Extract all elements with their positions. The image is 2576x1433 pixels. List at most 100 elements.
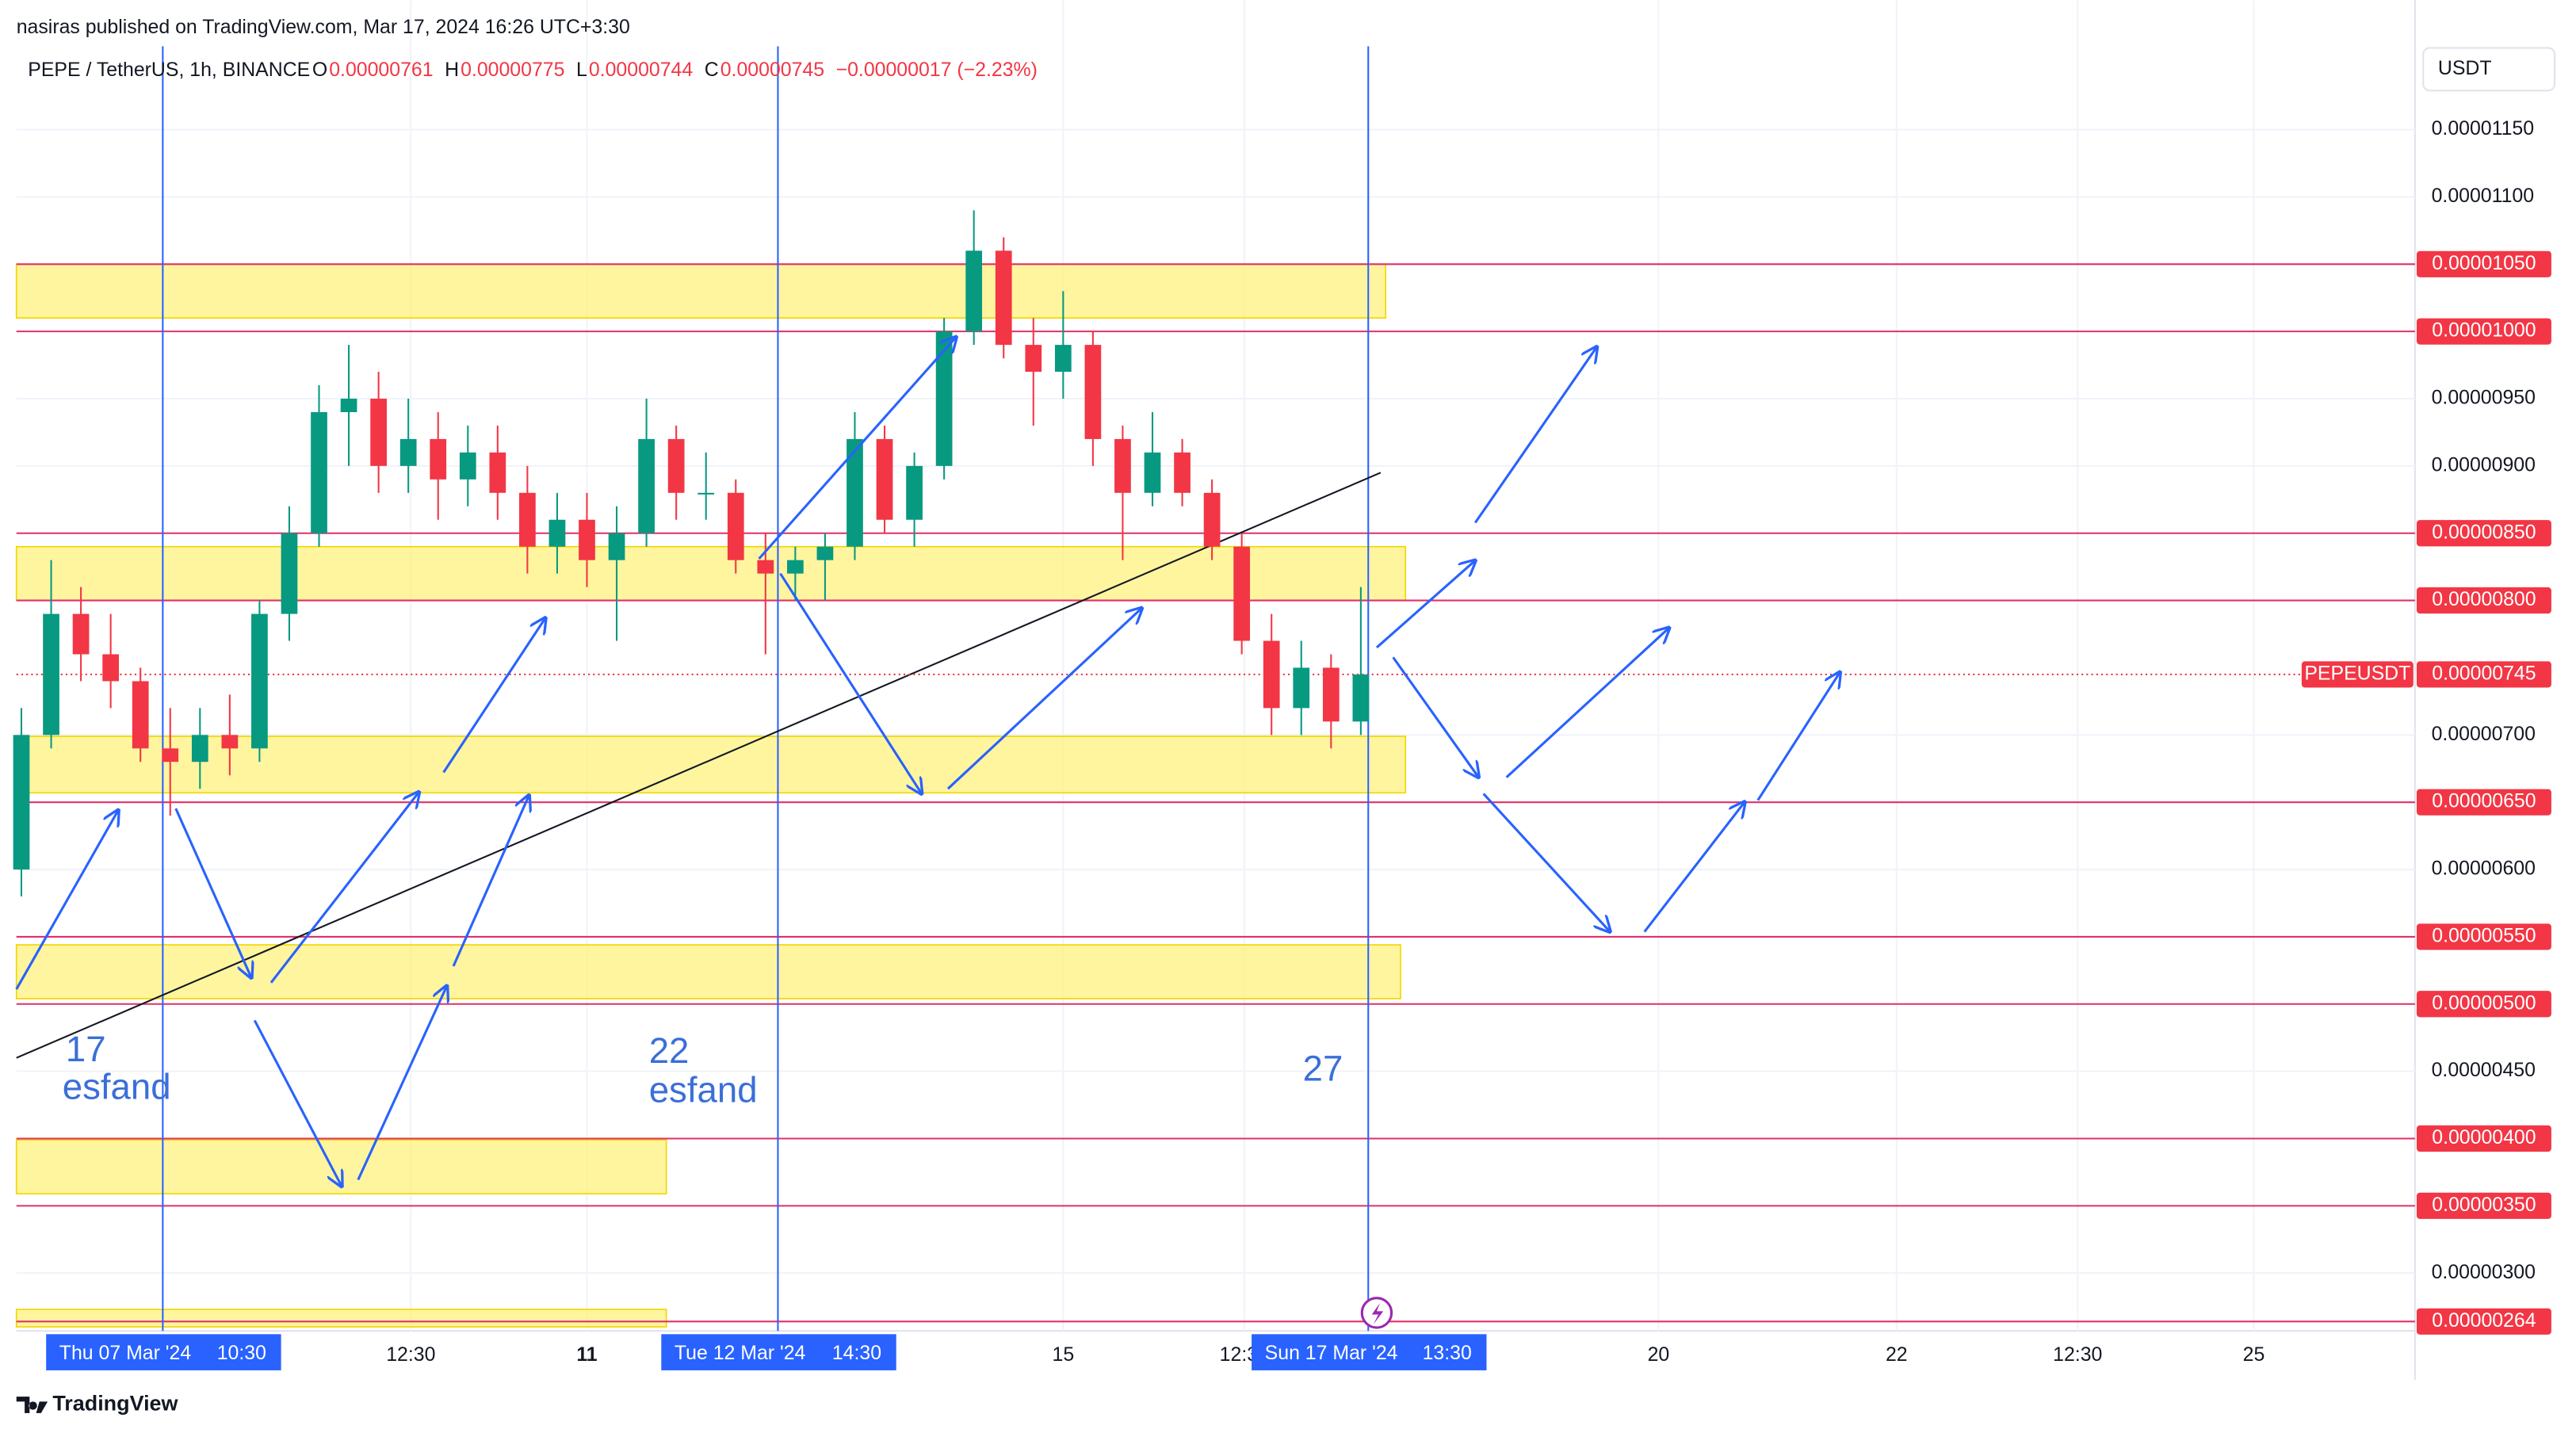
- arrow: [15, 810, 119, 990]
- level-label-box: [2416, 250, 2551, 277]
- currency-button[interactable]: [2422, 47, 2556, 92]
- candle-body: [191, 735, 208, 762]
- candle-body: [906, 465, 923, 520]
- ohlc-value: 0.00000744: [589, 59, 694, 81]
- arrow: [452, 795, 529, 967]
- symbol: PEPE / TetherUS, 1h, BINANCE: [28, 59, 310, 81]
- logo: [16, 1397, 48, 1413]
- level-label: 0.00000550: [2432, 924, 2536, 946]
- x-tick-label: 11: [576, 1343, 597, 1366]
- zone: [15, 545, 1407, 602]
- time-marker-date: Thu 07 Mar '24: [59, 1342, 192, 1364]
- zone: [15, 263, 1386, 319]
- candle-body: [1144, 452, 1161, 493]
- arrow: [174, 808, 251, 977]
- y-tick-label: 0.00000950: [2432, 387, 2536, 409]
- time-marker-time: 13:30: [1423, 1342, 1472, 1364]
- x-tick-label: 15: [1053, 1343, 1075, 1366]
- candle-body: [1114, 438, 1131, 493]
- ohlc-key: O: [312, 59, 327, 81]
- arrows: [15, 337, 1840, 1187]
- time-marker-date: Tue 12 Mar '24: [675, 1342, 806, 1364]
- candle-body: [489, 452, 506, 493]
- candle-body: [667, 438, 685, 493]
- level-label: 0.00000500: [2432, 992, 2536, 1014]
- time-marker-date: Sun 17 Mar '24: [1265, 1342, 1398, 1364]
- candle-body: [1352, 674, 1370, 722]
- candle-body: [638, 438, 655, 533]
- arrow: [442, 618, 546, 774]
- x-tick-label: 25: [2243, 1343, 2265, 1366]
- candle-body: [13, 735, 30, 870]
- level-label-box: [2416, 587, 2551, 614]
- candle-body: [459, 452, 476, 480]
- plot-over: 0.00001150 0.00001100 0.00000950 0.00000900…: [46, 117, 2551, 1370]
- candle-body: [995, 250, 1012, 346]
- candle-body: [370, 399, 387, 466]
- y-tick-label: 0.00001150: [2432, 117, 2535, 139]
- candle-body: [935, 331, 953, 466]
- last-price-label: 0.00000745: [2432, 663, 2536, 685]
- annotation: esfand: [63, 1067, 171, 1107]
- last-price-name-box: [2301, 661, 2414, 688]
- arrow: [1643, 802, 1745, 933]
- x-tick-label: 22: [1886, 1343, 1908, 1366]
- x-tick-label: 12:30: [386, 1343, 435, 1366]
- candle-body: [1233, 546, 1251, 641]
- zone: [15, 1309, 667, 1328]
- level-label-box: [2416, 789, 2551, 816]
- time-marker-time: 10:30: [217, 1342, 266, 1364]
- ohlc-legend: O 0.00000761 H 0.00000775 L 0.00000744 C 0.0000…: [312, 59, 1038, 81]
- ohlc-key: C: [705, 59, 719, 81]
- arrow: [946, 608, 1142, 790]
- candle-body: [102, 654, 120, 682]
- level-label-box: [2416, 1125, 2551, 1152]
- candle-body: [72, 613, 90, 655]
- level-label-box: [2416, 520, 2551, 547]
- arrow: [1474, 347, 1596, 524]
- last-price-name: PEPEUSDT: [2304, 663, 2410, 685]
- time-marker-time: 14:30: [832, 1342, 881, 1364]
- candle-body: [281, 533, 298, 614]
- time-marker-box: [1252, 1334, 1487, 1370]
- level-label: 0.00000400: [2432, 1126, 2536, 1148]
- level-label-box: [2416, 318, 2551, 345]
- arrow: [1375, 560, 1475, 649]
- candle-body: [162, 748, 179, 762]
- time-marker-box: [661, 1334, 896, 1370]
- candle-body: [876, 438, 893, 520]
- candle-body: [221, 735, 239, 749]
- ohlc-key: L: [576, 59, 587, 81]
- y-tick-label: 0.00000700: [2432, 723, 2536, 745]
- candle-body: [548, 519, 566, 547]
- zone: [15, 944, 1401, 999]
- candle-body: [727, 492, 744, 560]
- arrow: [1392, 656, 1479, 777]
- candle-body: [251, 613, 268, 749]
- candle-body: [787, 560, 804, 574]
- y-tick-label: 0.00000450: [2432, 1059, 2536, 1081]
- level-label-box: [2416, 991, 2551, 1018]
- candle-body: [311, 411, 327, 533]
- annotation: 27: [1303, 1049, 1343, 1089]
- candle-body: [1174, 452, 1191, 493]
- candle-body: [1025, 345, 1042, 373]
- arrow: [253, 1019, 342, 1186]
- y-tick-label: 0.00000900: [2432, 453, 2536, 476]
- arrow: [779, 572, 922, 794]
- y-tick-label: 0.00000300: [2432, 1261, 2536, 1283]
- arrow: [1482, 793, 1611, 931]
- ohlc-value: 0.00000775: [461, 59, 564, 81]
- level-label: 0.00000800: [2432, 588, 2536, 610]
- arrow: [758, 337, 957, 560]
- candle-body: [519, 492, 536, 547]
- candle-body: [757, 560, 774, 574]
- annotation: 17: [66, 1029, 106, 1069]
- level-label-box: [2416, 1308, 2551, 1335]
- arrow: [1756, 672, 1840, 801]
- candle-body: [1263, 640, 1280, 709]
- brand: TradingView: [52, 1392, 178, 1416]
- time-marker-box: [46, 1334, 281, 1370]
